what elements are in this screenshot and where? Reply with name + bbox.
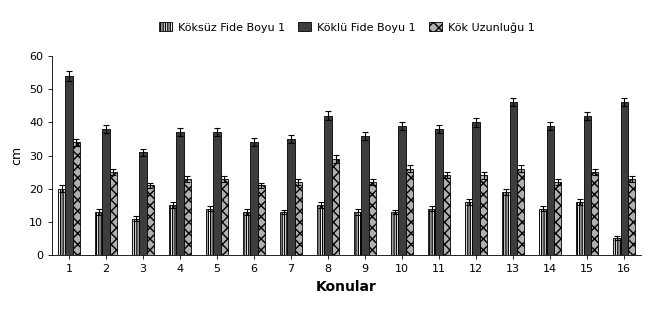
Bar (517, 169, 525, 255)
Bar (539, 209, 547, 255)
Bar (583, 116, 591, 255)
Bar (362, 136, 369, 255)
Bar (250, 142, 258, 255)
Bar (206, 209, 213, 255)
Bar (102, 129, 110, 255)
Legend: Köksüz Fide Boyu 1, Köklü Fide Boyu 1, Kök Uzunluğu 1: Köksüz Fide Boyu 1, Köklü Fide Boyu 1, K… (154, 18, 539, 37)
Bar (436, 129, 443, 255)
Bar (73, 142, 80, 255)
Bar (576, 202, 583, 255)
Bar (169, 205, 177, 255)
Bar (139, 152, 146, 255)
Y-axis label: cm: cm (10, 146, 24, 165)
Bar (391, 212, 398, 255)
Bar (243, 212, 250, 255)
Bar (295, 182, 302, 255)
Bar (221, 179, 228, 255)
Bar (213, 132, 221, 255)
Bar (324, 116, 332, 255)
X-axis label: Konular: Konular (316, 280, 377, 294)
Bar (146, 185, 154, 255)
Bar (547, 126, 554, 255)
Bar (258, 185, 265, 255)
Bar (110, 172, 117, 255)
Bar (428, 209, 436, 255)
Bar (406, 169, 413, 255)
Bar (398, 126, 406, 255)
Bar (132, 219, 139, 255)
Bar (95, 212, 102, 255)
Bar (287, 139, 295, 255)
Bar (184, 179, 191, 255)
Bar (317, 205, 324, 255)
Bar (628, 179, 636, 255)
Bar (472, 122, 480, 255)
Bar (58, 189, 65, 255)
Bar (354, 212, 362, 255)
Bar (465, 202, 472, 255)
Bar (502, 192, 509, 255)
Bar (369, 182, 376, 255)
Bar (443, 175, 450, 255)
Bar (177, 132, 184, 255)
Bar (613, 239, 621, 255)
Bar (332, 159, 339, 255)
Bar (65, 76, 73, 255)
Bar (554, 182, 561, 255)
Bar (480, 175, 487, 255)
Bar (621, 102, 628, 255)
Bar (509, 102, 517, 255)
Bar (591, 172, 598, 255)
Bar (280, 212, 287, 255)
